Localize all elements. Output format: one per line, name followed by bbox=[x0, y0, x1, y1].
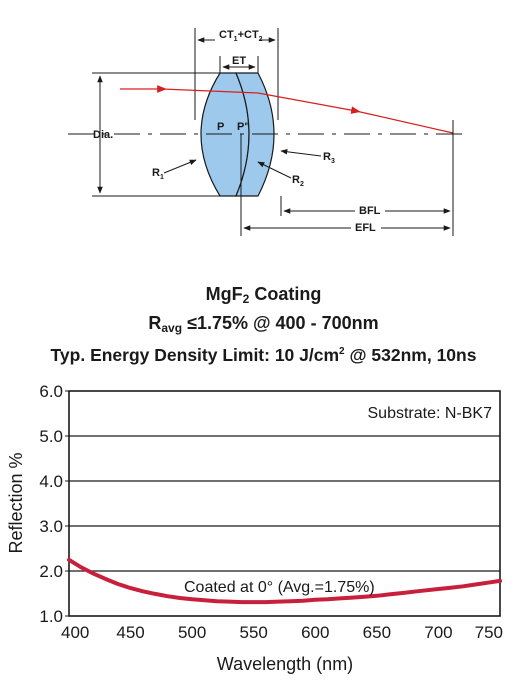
efl-label: EFL bbox=[355, 222, 376, 234]
x-tick-label: 450 bbox=[116, 623, 144, 642]
y-tick-label: 6.0 bbox=[39, 382, 63, 401]
x-tick-label: 500 bbox=[178, 623, 206, 642]
reflection-curve bbox=[67, 557, 502, 605]
y-axis-label: Reflection % bbox=[6, 452, 26, 553]
x-tick-label: 400 bbox=[61, 623, 89, 642]
r2-label: R2 bbox=[292, 174, 304, 188]
grid bbox=[69, 435, 500, 572]
x-tick-label: 700 bbox=[424, 623, 452, 642]
et-label: ET bbox=[232, 55, 246, 67]
y-tick-label: 5.0 bbox=[39, 427, 63, 446]
x-axis-label: Wavelength (nm) bbox=[217, 654, 353, 674]
curve-annotation: Coated at 0° (Avg.=1.75%) bbox=[184, 579, 375, 596]
coating-title: MgF2 Coating bbox=[205, 284, 322, 306]
x-tick-labels: 400 450 500 550 600 650 700 750 bbox=[61, 623, 503, 642]
coating-titles: MgF2 Coating Ravg ≤1.75% @ 400 - 700nm T… bbox=[0, 282, 527, 367]
x-tick-label: 600 bbox=[301, 623, 329, 642]
y-tick-labels: 1.0 2.0 3.0 4.0 5.0 6.0 bbox=[39, 382, 69, 626]
x-tick-label: 650 bbox=[363, 623, 391, 642]
ray-out bbox=[257, 92, 361, 114]
p2-label: P" bbox=[237, 121, 250, 133]
energy-density-line: Typ. Energy Density Limit: 10 J/cm2 @ 53… bbox=[50, 344, 477, 365]
dia-label: Dia. bbox=[93, 129, 113, 141]
ravg-line: Ravg ≤1.75% @ 400 - 700nm bbox=[148, 313, 379, 335]
y-tick-label: 4.0 bbox=[39, 472, 63, 491]
plot-frame bbox=[68, 390, 501, 617]
y-tick-label: 2.0 bbox=[39, 562, 63, 581]
y-tick-label: 3.0 bbox=[39, 517, 63, 536]
x-tick-label: 550 bbox=[240, 623, 268, 642]
bfl-label: BFL bbox=[359, 205, 381, 217]
y-tick-label: 1.0 bbox=[39, 607, 63, 626]
reflection-chart: 1.0 2.0 3.0 4.0 5.0 6.0 400 450 500 550 600 650 700… bbox=[6, 382, 503, 674]
substrate-annotation: Substrate: N-BK7 bbox=[368, 405, 493, 422]
ct-label: CT1+CT2 bbox=[219, 29, 263, 43]
x-tick-label: 750 bbox=[475, 623, 503, 642]
r3-label: R3 bbox=[323, 151, 335, 165]
p-label: P bbox=[217, 121, 224, 133]
r1-label: R1 bbox=[152, 167, 164, 181]
lens-diagram: Dia. CT1+CT2 ET P P" R1 R2 R3 BFL EFL bbox=[68, 27, 470, 236]
